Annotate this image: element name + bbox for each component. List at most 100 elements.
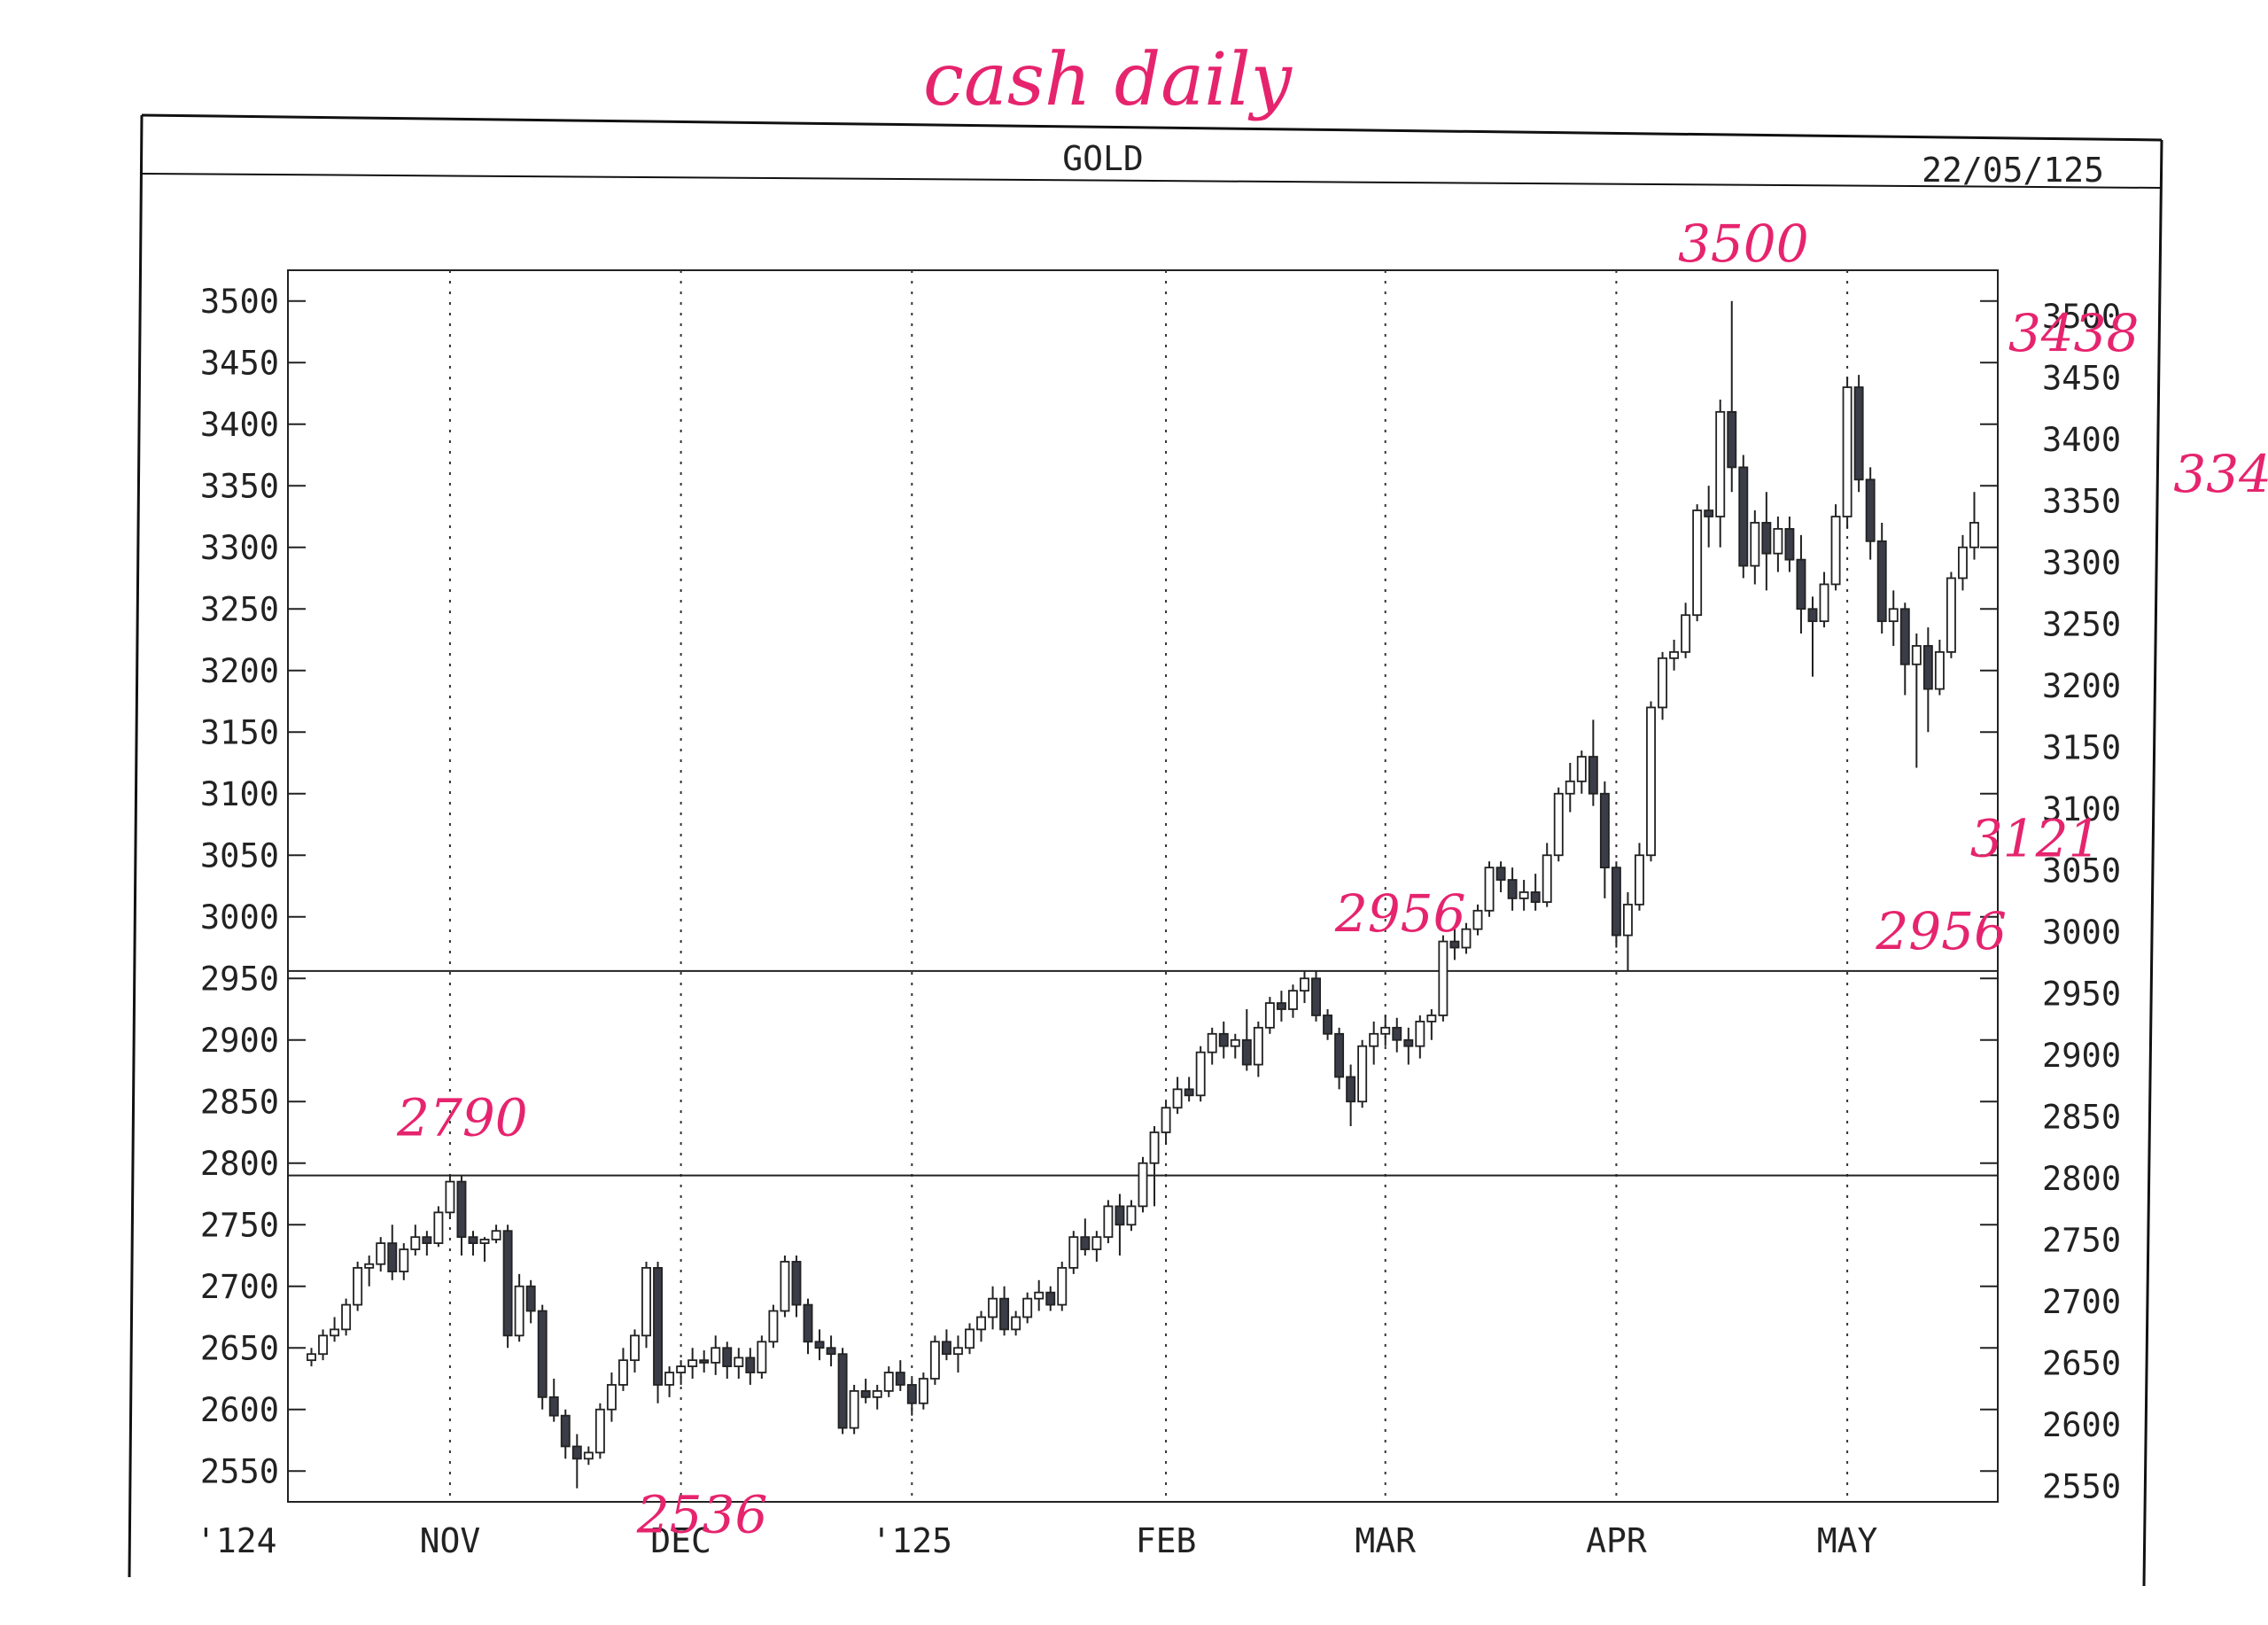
candle-body-down — [1449, 940, 1460, 949]
candle-body-down — [1704, 509, 1714, 517]
y-tick-label-right: 3350 — [2042, 482, 2121, 520]
y-tick-label-right: 3000 — [2042, 914, 2121, 952]
candle-body-down — [1876, 540, 1887, 623]
candle-body-down — [826, 1347, 836, 1356]
x-axis: '124 NOV DEC '125 FEB MAR APR MAY — [196, 1521, 1878, 1560]
x-tick-label: '124 — [196, 1521, 277, 1560]
y-tick-label-right: 3300 — [2042, 544, 2121, 582]
candle-body-down — [1611, 867, 1621, 937]
annotation-label: 2536 — [636, 1485, 768, 1545]
candle-body-down — [1346, 1076, 1356, 1103]
y-axis-right: 2550 2600 2650 2700 2750 2800 2850 2900 2950 3000… — [1980, 298, 2121, 1505]
y-tick-label-left: 2600 — [200, 1391, 279, 1429]
candle-body-up — [965, 1328, 975, 1349]
candle-body-up — [606, 1384, 617, 1411]
candle-body-down — [456, 1180, 467, 1239]
candle-body-up — [330, 1328, 340, 1337]
candle-body-up — [768, 1310, 779, 1343]
candle-body-up — [1034, 1291, 1045, 1300]
candle-body-up — [1830, 516, 1841, 586]
candle-body-up — [1230, 1038, 1240, 1047]
candle-body-up — [479, 1239, 490, 1245]
candle-body-down — [1727, 410, 1737, 469]
candle-body-up — [1103, 1205, 1114, 1239]
candle-body-up — [1207, 1032, 1217, 1054]
frame-right-line — [2142, 139, 2163, 1587]
y-tick-label-right: 2800 — [2042, 1160, 2121, 1198]
candle-body-down — [1530, 891, 1541, 903]
candle-body-up — [1161, 1107, 1171, 1133]
candle-body-down — [1241, 1038, 1252, 1066]
candle-body-up — [514, 1285, 524, 1337]
candle-body-down — [722, 1347, 733, 1368]
candle-body-up — [318, 1334, 329, 1356]
candle-body-down — [525, 1285, 536, 1312]
y-tick-label-left: 3250 — [200, 590, 279, 628]
candle-body-down — [1403, 1038, 1414, 1047]
annotation-label: 3438 — [2008, 303, 2140, 363]
candle-body-up — [780, 1261, 790, 1312]
y-tick-label-left: 3450 — [200, 344, 279, 382]
candle-body-up — [1068, 1236, 1079, 1269]
candle-body-down — [837, 1353, 848, 1429]
annotation-label: 3345 — [2173, 444, 2268, 504]
annotation-label: 3500 — [1678, 214, 1809, 274]
candle-body-up — [376, 1242, 386, 1265]
candle-body-up — [676, 1365, 687, 1373]
candle-body-down — [571, 1445, 582, 1460]
candle-body-up — [849, 1390, 859, 1429]
candle-body-up — [1300, 977, 1309, 992]
candle-body-up — [1542, 854, 1552, 903]
candle-body-up — [410, 1236, 421, 1250]
candle-body-down — [1865, 478, 1876, 542]
y-tick-label-right: 3500 — [2042, 298, 2121, 336]
y-tick-label-left: 2650 — [200, 1329, 279, 1367]
candle-body-up — [1426, 1015, 1437, 1022]
candle-body-down — [803, 1303, 813, 1343]
candle-body-down — [895, 1372, 905, 1386]
candle-body-up — [1888, 608, 1899, 623]
candle-body-up — [617, 1359, 628, 1386]
candle-body-down — [1495, 867, 1506, 881]
x-tick-label: APR — [1586, 1521, 1647, 1560]
annotation-label: 3121 — [1970, 809, 2101, 869]
candle-body-up — [399, 1248, 409, 1272]
annotation-label: 2956 — [1334, 883, 1466, 944]
y-tick-label-right: 2750 — [2042, 1221, 2121, 1259]
candle-body-up — [1484, 867, 1495, 912]
candle-body-down — [560, 1414, 571, 1448]
candle-body-down — [1334, 1032, 1345, 1078]
y-tick-label-left: 2550 — [200, 1452, 279, 1490]
candle-body-down — [1392, 1026, 1402, 1041]
candle-body-up — [976, 1316, 986, 1331]
plot-frame — [287, 269, 1999, 1503]
candle-body-up — [1969, 522, 1979, 548]
candle-body-up — [353, 1267, 363, 1306]
y-tick-label-left: 2700 — [200, 1268, 279, 1306]
candle-body-up — [1957, 546, 1968, 579]
candle-body-up — [1842, 386, 1852, 517]
y-tick-label-right: 3050 — [2042, 851, 2121, 890]
candle-body-down — [999, 1297, 1010, 1331]
candle-body-down — [537, 1310, 548, 1398]
y-axis-left: 2550 2600 2650 2700 2750 2800 2850 2900 2950 3000… — [200, 283, 306, 1490]
candle-body-down — [906, 1384, 917, 1404]
candle-body-up — [1692, 509, 1703, 617]
candle-body-up — [641, 1267, 651, 1337]
candle-body-down — [1738, 466, 1749, 567]
y-tick-label-right: 3250 — [2042, 605, 2121, 643]
y-tick-label-right: 2650 — [2042, 1344, 2121, 1382]
y-tick-label-left: 3000 — [200, 898, 279, 937]
y-tick-label-left: 3350 — [200, 467, 279, 505]
y-tick-label-right: 3150 — [2042, 728, 2121, 766]
candle-body-down — [1115, 1205, 1125, 1226]
candle-body-up — [1635, 854, 1644, 906]
x-tick-label: MAR — [1355, 1521, 1416, 1560]
candle-body-up — [1715, 410, 1726, 517]
candle-body-down — [502, 1230, 513, 1337]
candle-body-up — [1057, 1267, 1068, 1306]
candle-body-up — [594, 1408, 605, 1454]
x-tick-label: FEB — [1136, 1521, 1197, 1560]
candle-body-up — [1369, 1032, 1379, 1047]
